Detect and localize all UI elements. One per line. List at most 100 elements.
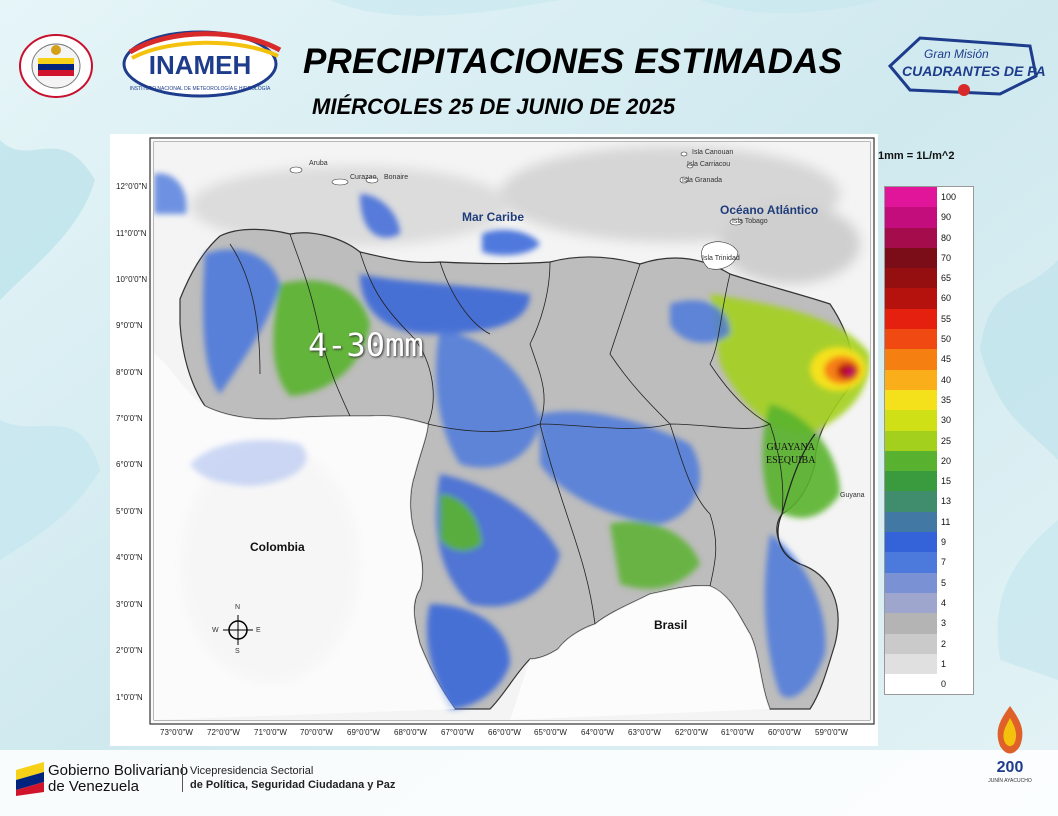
legend-swatch — [885, 511, 937, 533]
legend-row: 3 — [885, 613, 973, 634]
legend-scale: 100 90 80 70 65 60 55 50 45 40 35 30 25 20 15 13 11 9 7 5 4 3… — [884, 186, 974, 696]
brasil-area — [510, 585, 770, 720]
legend-label: 5 — [941, 577, 947, 588]
svg-text:INAMEH: INAMEH — [149, 50, 252, 80]
legend-row: 13 — [885, 491, 973, 512]
legend-row: 7 — [885, 552, 973, 573]
legend-row: 5 — [885, 572, 973, 593]
legend-label: 50 — [941, 334, 952, 345]
lon-tick: 72°0'0"W — [207, 728, 240, 737]
label-brasil: Brasil — [654, 618, 688, 632]
legend-swatch — [885, 471, 937, 492]
footer-separator — [182, 764, 183, 792]
label-bonaire: Bonaire — [384, 174, 409, 181]
lon-tick: 69°0'0"W — [347, 728, 380, 737]
legend-swatch — [885, 592, 937, 614]
precip-range-annotation: 4-30mm — [308, 326, 424, 364]
legend-label: 60 — [941, 293, 952, 304]
label-oceano-atlantico: Océano Atlántico — [720, 203, 819, 217]
precip-field — [154, 173, 870, 709]
bicentenario-logo: 200 JUNÍN AYACUCHO — [988, 706, 1032, 784]
legend-label: 100 — [941, 192, 957, 202]
label-canouan: Isla Canouan — [692, 149, 734, 156]
lon-tick: 66°0'0"W — [488, 728, 521, 737]
compass-e: E — [256, 627, 261, 634]
footer-vice-line2: de Política, Seguridad Ciudadana y Paz — [190, 779, 396, 791]
lat-tick: 8°0'0"N — [116, 368, 143, 377]
gobierno-bolivariano-logo — [16, 762, 44, 796]
footer-vice-line1: Vicepresidencia Sectorial — [190, 765, 314, 777]
page-title: PRECIPITACIONES ESTIMADAS — [303, 42, 843, 81]
legend-swatch — [885, 532, 937, 553]
legend-swatch — [885, 389, 937, 411]
legend-swatch — [885, 349, 937, 370]
legend-row: 25 — [885, 430, 973, 451]
legend-label: 9 — [941, 537, 947, 548]
label-guayana-esequiba: GUAYANA ESEQUIBA — [766, 442, 816, 466]
legend-swatch — [885, 247, 937, 269]
legend-swatch — [885, 369, 937, 390]
map-canvas — [149, 137, 875, 725]
lat-tick: 12°0'0"N — [116, 182, 148, 191]
legend-swatch — [885, 288, 937, 309]
precipitation-map: 12°0'0"N 11°0'0"N 10°0'0"N 9°0'0"N 8°0'0… — [110, 134, 878, 746]
label-tobago: Isla Tobago — [732, 218, 768, 225]
lat-tick: 3°0'0"N — [116, 600, 143, 609]
legend-row: 70 — [885, 247, 973, 269]
lon-tick: 68°0'0"W — [394, 728, 427, 737]
legend-swatch — [885, 450, 937, 472]
svg-text:Gran Misión: Gran Misión — [924, 47, 989, 61]
legend-swatch — [885, 187, 937, 208]
legend-row: 45 — [885, 349, 973, 370]
compass-n: N — [235, 604, 241, 611]
page-subtitle: MIÉRCOLES 25 DE JUNIO DE 2025 — [312, 94, 676, 119]
lat-tick: 5°0'0"N — [116, 507, 143, 516]
inameh-logo: INAMEH INSTITUTO NACIONAL DE METEOROLOGÍ… — [122, 30, 282, 98]
legend-row: 55 — [885, 308, 973, 330]
legend-label: 35 — [941, 394, 952, 405]
islands — [289, 151, 743, 270]
legend-row: 11 — [885, 511, 973, 533]
cuadrantes-de-paz-logo: Gran Misión CUADRANTES DE PAZ — [887, 36, 1045, 96]
label-carriacou: Isla Carriacou — [687, 161, 731, 168]
footer-gob-line1: Gobierno Bolivariano — [48, 762, 189, 779]
legend-swatch — [885, 227, 937, 248]
legend-swatch — [885, 329, 937, 350]
legend-swatch — [885, 207, 937, 228]
lat-tick: 6°0'0"N — [116, 460, 143, 469]
legend-row: 1 — [885, 653, 973, 675]
legend-row: 40 — [885, 369, 973, 390]
lon-tick: 65°0'0"W — [534, 728, 567, 737]
svg-text:INSTITUTO NACIONAL DE METEOROL: INSTITUTO NACIONAL DE METEOROLOGÍA E HID… — [130, 85, 271, 92]
label-guyana: Guyana — [840, 492, 865, 499]
lat-tick: 9°0'0"N — [116, 321, 143, 330]
legend-row: 80 — [885, 227, 973, 248]
legend-swatch — [885, 613, 937, 634]
legend-label: 11 — [941, 516, 951, 527]
label-aruba: Aruba — [309, 160, 328, 167]
legend-swatch — [885, 268, 937, 289]
legend-swatch — [885, 491, 937, 512]
legend-label: 40 — [941, 374, 952, 385]
legend-unit: 1mm = 1L/m^2 — [878, 150, 955, 162]
legend-row: 9 — [885, 532, 973, 553]
lon-tick: 61°0'0"W — [721, 728, 754, 737]
lon-tick: 67°0'0"W — [441, 728, 474, 737]
legend-label: 7 — [941, 557, 947, 568]
footer-gob-line2: de Venezuela — [48, 778, 139, 795]
legend-label: 65 — [941, 273, 952, 284]
legend-swatch — [885, 674, 937, 695]
legend-row: 100 — [885, 187, 973, 208]
legend-row: 30 — [885, 410, 973, 431]
legend-swatch — [885, 572, 937, 593]
precip-maximum — [810, 347, 866, 391]
legend-row: 20 — [885, 450, 973, 472]
label-granada: Isla Granada — [682, 177, 723, 184]
ministry-seal-logo — [19, 34, 93, 98]
compass-rose — [223, 615, 253, 645]
lat-tick: 1°0'0"N — [116, 693, 143, 702]
legend-swatch — [885, 552, 937, 573]
lon-tick: 63°0'0"W — [628, 728, 661, 737]
svg-text:200: 200 — [997, 759, 1024, 776]
legend-label: 45 — [941, 354, 952, 365]
